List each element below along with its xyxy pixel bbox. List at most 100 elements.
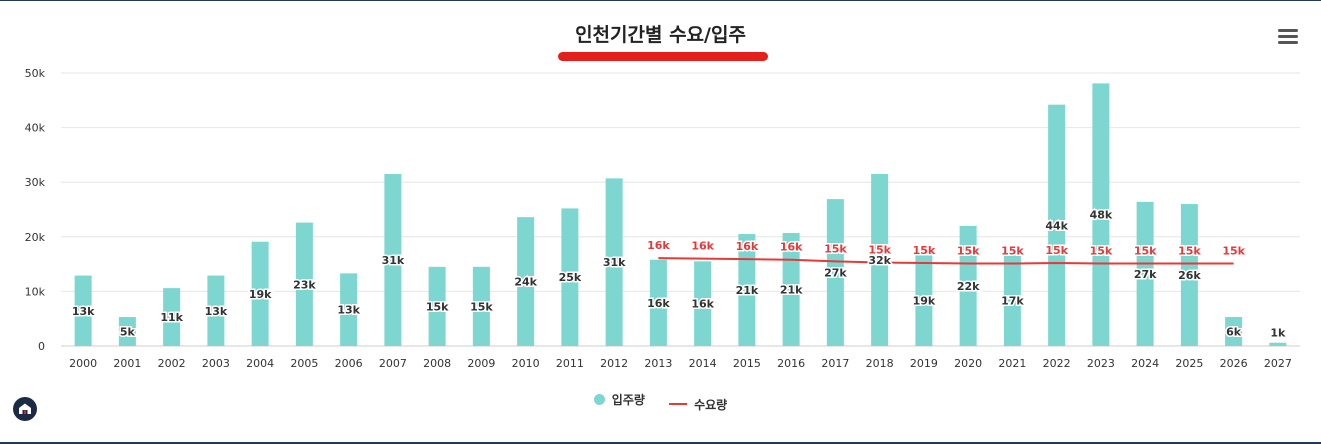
bar	[340, 273, 358, 346]
x-tick-label: 2001	[113, 357, 141, 370]
bar	[472, 266, 490, 346]
legend-line-label: 수요량	[694, 397, 728, 412]
bar	[384, 174, 402, 346]
line-data-label: 15k	[1178, 245, 1201, 258]
x-tick-label: 2005	[290, 357, 318, 370]
y-tick-label: 40k	[25, 122, 46, 135]
bar-data-label: 25k	[559, 271, 582, 284]
x-tick-label: 2022	[1043, 357, 1071, 370]
bar-data-label: 31k	[382, 254, 405, 267]
x-tick-label: 2002	[158, 357, 186, 370]
x-tick-label: 2011	[556, 357, 584, 370]
chart-title: 인천기간별 수요/입주	[575, 24, 746, 46]
line-data-label: 15k	[1134, 245, 1157, 258]
x-tick-label: 2024	[1131, 357, 1159, 370]
legend-item-bar[interactable]: 입주량	[593, 391, 645, 408]
bar	[428, 266, 446, 346]
bar-data-label: 16k	[647, 297, 670, 310]
y-tick-label: 50k	[25, 67, 46, 80]
x-tick-label: 2003	[202, 357, 230, 370]
bar	[1003, 255, 1021, 346]
x-tick-label: 2006	[335, 357, 363, 370]
bar-data-label: 32k	[868, 254, 891, 267]
x-tick-label: 2018	[866, 357, 894, 370]
line-data-label: 15k	[824, 242, 847, 255]
bar-data-label: 13k	[72, 305, 95, 318]
line-data-label: 15k	[1001, 245, 1024, 258]
bar-data-label: 6k	[1226, 326, 1242, 339]
x-tick-label: 2013	[644, 357, 672, 370]
bar	[694, 261, 712, 346]
y-tick-label: 30k	[25, 176, 46, 189]
bar-data-label: 26k	[1178, 269, 1201, 282]
bar-data-label: 13k	[205, 305, 228, 318]
line-data-label: 15k	[913, 244, 936, 257]
bar	[871, 174, 889, 346]
bar-data-label: 11k	[160, 311, 183, 324]
bar-data-label: 31k	[603, 256, 626, 269]
bar-data-label: 15k	[426, 300, 449, 313]
bar-data-label: 21k	[736, 284, 759, 297]
bar-data-label: 19k	[249, 288, 272, 301]
bar	[1225, 317, 1243, 346]
x-tick-label: 2000	[69, 357, 97, 370]
bar-data-label: 24k	[514, 276, 537, 289]
hamburger-menu-icon[interactable]	[1278, 29, 1298, 45]
line-data-label: 16k	[780, 241, 803, 254]
legend-item-line[interactable]: 수요량	[669, 396, 727, 413]
legend-bar-swatch	[593, 394, 605, 405]
bar	[915, 255, 933, 346]
line-data-label: 16k	[736, 240, 759, 253]
x-tick-label: 2007	[379, 357, 407, 370]
x-tick-label: 2008	[423, 357, 451, 370]
bar-data-label: 21k	[780, 283, 803, 296]
bar	[959, 225, 977, 346]
line-data-label: 15k	[1045, 244, 1068, 257]
bar	[1092, 83, 1110, 347]
bar-data-label: 44k	[1045, 219, 1068, 232]
x-tick-label: 2020	[954, 357, 982, 370]
bar	[782, 232, 800, 346]
bar	[561, 208, 579, 346]
bar	[649, 259, 667, 346]
y-tick-label: 10k	[25, 285, 46, 298]
bar-data-label: 27k	[824, 267, 847, 280]
bar	[605, 178, 623, 346]
line-data-label: 15k	[1090, 245, 1113, 258]
title-underline	[558, 52, 768, 61]
x-tick-label: 2014	[689, 357, 717, 370]
bar	[74, 275, 92, 346]
bar-data-label: 5k	[120, 326, 136, 339]
y-tick-label: 20k	[25, 231, 46, 244]
bar-data-label: 19k	[913, 295, 936, 308]
x-tick-label: 2019	[910, 357, 938, 370]
house-logo-icon[interactable]	[13, 397, 37, 421]
bar	[517, 217, 535, 346]
bar	[251, 241, 269, 346]
bar	[738, 234, 756, 346]
bar-data-label: 13k	[337, 304, 360, 317]
line-data-label: 15k	[1222, 245, 1245, 258]
bar	[1269, 342, 1287, 346]
bar	[1136, 201, 1154, 346]
x-tick-label: 2010	[512, 357, 540, 370]
bar-data-label: 15k	[470, 300, 493, 313]
x-tick-label: 2023	[1087, 357, 1115, 370]
x-tick-label: 2012	[600, 357, 628, 370]
bar-data-label: 1k	[1270, 327, 1286, 340]
x-tick-label: 2026	[1220, 357, 1248, 370]
x-tick-label: 2017	[821, 357, 849, 370]
line-data-label: 16k	[647, 239, 670, 252]
bar-data-label: 27k	[1134, 268, 1157, 281]
bar	[1180, 204, 1198, 346]
x-tick-label: 2021	[998, 357, 1026, 370]
bar	[1048, 104, 1066, 346]
y-tick-label: 0	[38, 340, 45, 353]
demand-line	[658, 257, 1234, 265]
bar-data-label: 23k	[293, 278, 316, 291]
x-tick-label: 2025	[1175, 357, 1203, 370]
line-data-label: 16k	[691, 240, 714, 253]
bar	[163, 288, 181, 346]
